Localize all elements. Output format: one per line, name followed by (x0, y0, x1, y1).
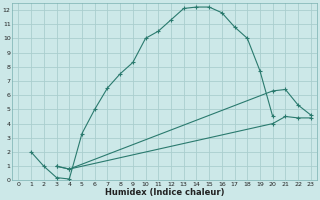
X-axis label: Humidex (Indice chaleur): Humidex (Indice chaleur) (105, 188, 224, 197)
